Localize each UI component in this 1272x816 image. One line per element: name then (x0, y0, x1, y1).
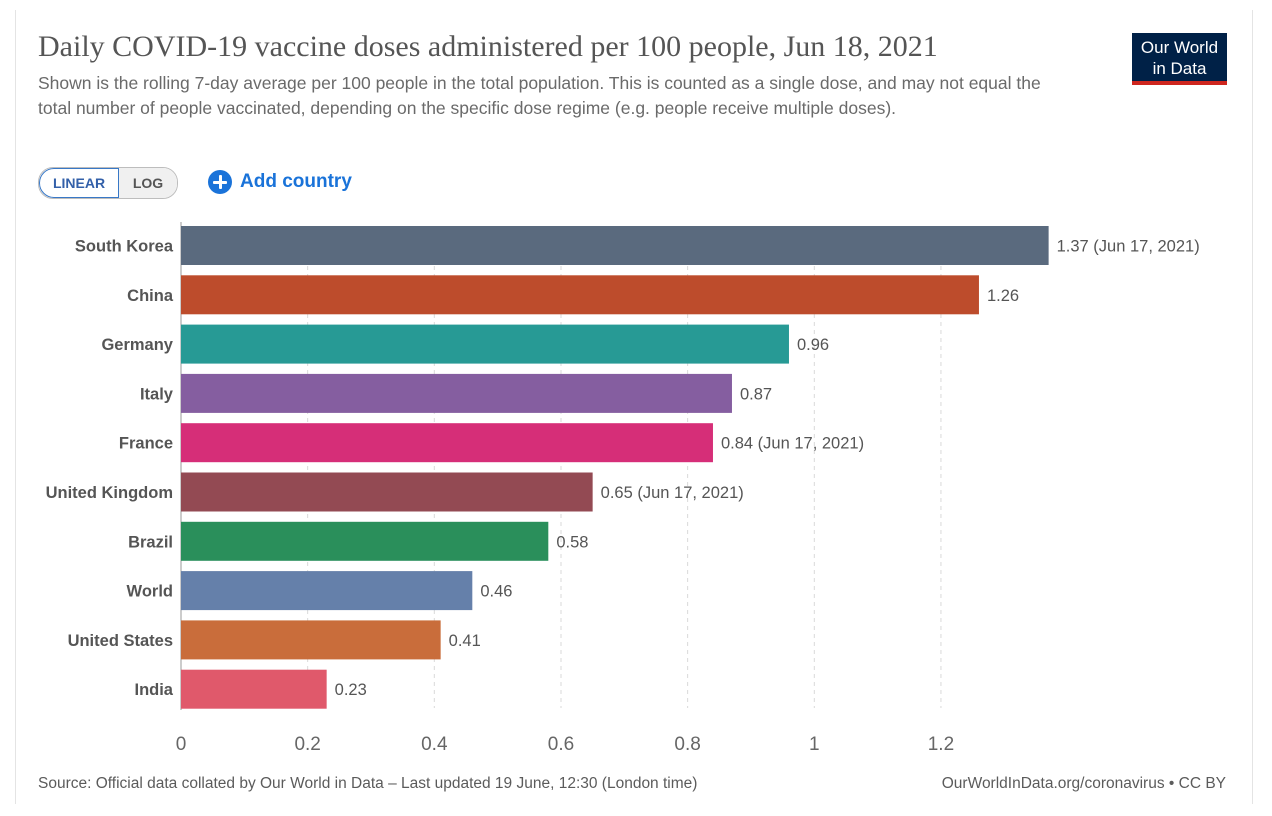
chart-subtitle: Shown is the rolling 7-day average per 1… (38, 73, 1041, 118)
category-label: United Kingdom (46, 484, 173, 502)
bar (181, 226, 1049, 265)
logo-line-1: Our World (1140, 38, 1219, 57)
log-scale-button[interactable]: LOG (119, 168, 177, 198)
bar (181, 275, 979, 315)
source-note: Source: Official data collated by Our Wo… (38, 775, 698, 792)
category-label: Italy (140, 385, 174, 403)
add-country-button[interactable]: Add country (208, 168, 352, 196)
category-label: United States (68, 632, 173, 650)
value-label: 0.84 (Jun 17, 2021) (721, 435, 864, 453)
bar (181, 472, 593, 512)
bar (181, 324, 789, 364)
value-label: 0.65 (Jun 17, 2021) (601, 484, 744, 502)
x-tick-label: 0.6 (548, 734, 574, 755)
x-tick-label: 1 (809, 734, 820, 755)
x-tick-label: 0.4 (421, 734, 448, 755)
bar (181, 521, 549, 561)
x-tick-label: 1.2 (928, 734, 954, 755)
x-tick-label: 0 (176, 734, 187, 755)
value-label: 1.37 (Jun 17, 2021) (1057, 238, 1200, 256)
value-label: 0.96 (797, 336, 829, 354)
x-tick-label: 0.8 (674, 734, 700, 755)
value-label: 0.58 (556, 533, 588, 551)
category-label: France (119, 435, 173, 453)
bar (181, 669, 327, 709)
value-label: 0.87 (740, 385, 772, 403)
linear-scale-button[interactable]: LINEAR (39, 168, 119, 198)
category-label: India (134, 681, 173, 699)
plus-circle-icon (208, 170, 232, 194)
owid-logo[interactable]: Our World in Data (1132, 33, 1227, 85)
category-label: Brazil (128, 533, 173, 551)
bar (181, 373, 732, 413)
license-link[interactable]: OurWorldInData.org/coronavirus • CC BY (941, 775, 1226, 792)
add-country-label: Add country (240, 171, 352, 192)
value-label: 0.23 (335, 681, 367, 699)
scale-toggle: LINEAR LOG (38, 167, 178, 199)
bar (181, 423, 713, 463)
category-label: Germany (101, 336, 173, 354)
value-label: 0.41 (449, 632, 481, 650)
category-label: China (127, 287, 174, 305)
x-tick-label: 0.2 (294, 734, 320, 755)
value-label: 0.46 (480, 583, 512, 601)
category-label: World (127, 583, 173, 601)
logo-line-2: in Data (1152, 59, 1207, 78)
value-label: 1.26 (987, 287, 1019, 305)
category-label: South Korea (75, 238, 174, 256)
bar (181, 571, 473, 611)
chart-title: Daily COVID-19 vaccine doses administere… (38, 30, 938, 63)
bar (181, 620, 441, 660)
